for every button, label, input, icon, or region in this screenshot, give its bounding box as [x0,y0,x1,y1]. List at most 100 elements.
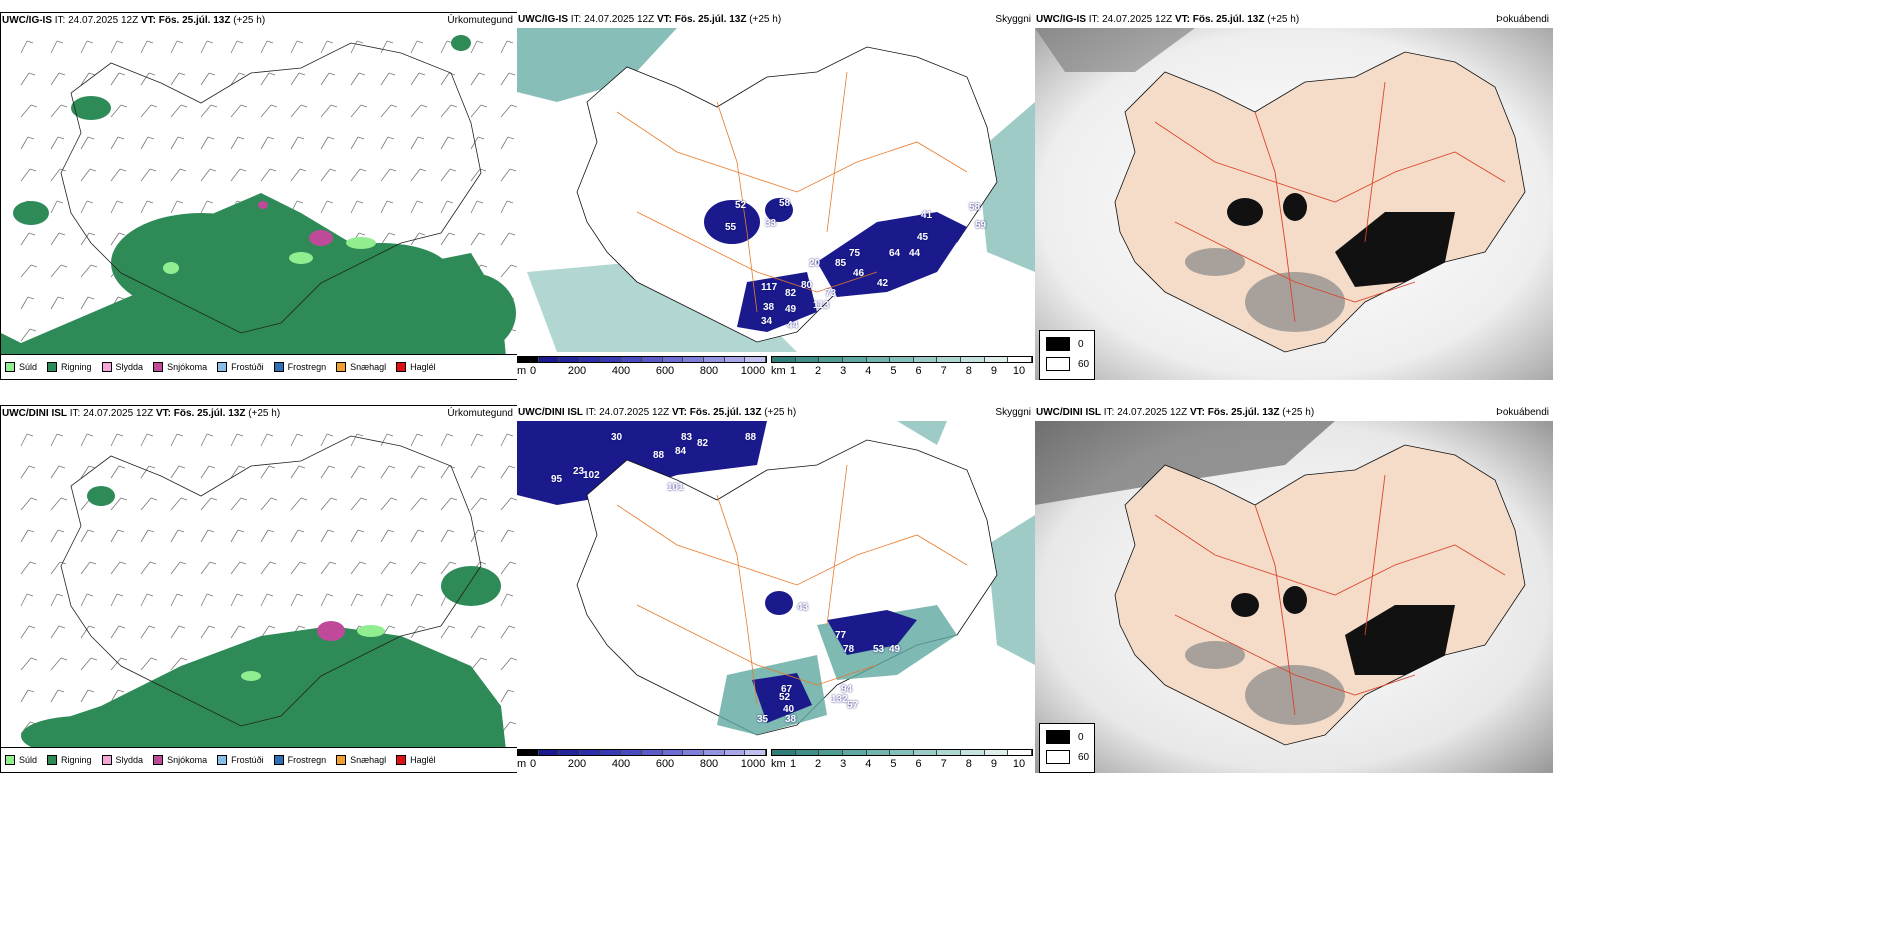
scale-colorbar [517,749,767,756]
legend-label: Snjókoma [167,755,208,765]
scale-tick-label: 7 [940,365,947,377]
panel-header: UWC/IG-IS IT: 24.07.2025 12Z VT: Fös. 25… [1,13,517,29]
precip-type-panel-top: UWC/IG-IS IT: 24.07.2025 12Z VT: Fös. 25… [0,12,518,380]
precip-map [1,35,517,357]
fog-map [1035,28,1553,380]
scale-tick-label: 3 [840,758,847,770]
scale-unit: m [517,365,527,377]
legend-label: Slydda [115,362,144,372]
scale-tick-label: 1 [789,365,797,377]
legend-label: Snæhagl [350,362,387,372]
scale-colorbar [771,356,1033,363]
precip-legend-item: Haglél [396,362,436,372]
scale-tick-label: 400 [611,365,631,377]
scale-tick-label: 8 [965,758,972,770]
legend-swatch [101,755,112,765]
precip-legend-item: Snjókoma [153,755,207,765]
fog-light-swatch [1046,750,1070,764]
visibility-value-label: 82 [697,438,709,449]
precip-legend-item: Slydda [101,755,144,765]
precip-legend-item: Haglél [396,755,436,765]
visibility-value-label: 23 [573,466,585,477]
precip-legend: Súld Rigning Slydda Snjókoma Frostúði Frostre… [1,354,517,379]
visibility-value-label: 38 [785,714,797,725]
visibility-value-label: 73 [825,288,837,299]
visibility-value-label: 30 [611,432,623,443]
legend-swatch [273,362,284,372]
scale-tick-label: 4 [865,758,872,770]
panel-title: Úrkomutegund [447,408,513,419]
legend-label: Rigning [61,362,92,372]
visibility-value-label: 80 [801,280,813,291]
visibility-value-label: 102 [583,470,600,481]
scale-unit: km [771,365,786,377]
precip-legend: Súld Rigning Slydda Snjókoma Frostúði Frostre… [1,747,517,772]
precip-legend-item: Frostúði [217,755,264,765]
panel-header: UWC/DINI ISL IT: 24.07.2025 12Z VT: Fös.… [517,405,1035,421]
scale-tick-label: 600 [655,365,675,377]
scale-tick-label: 8 [965,365,972,377]
precip-legend-item: Rigning [47,755,92,765]
fog-dark-swatch [1046,730,1070,744]
scale-tick-label: 600 [655,758,675,770]
visibility-value-label: 43 [797,602,809,613]
panel-header: UWC/IG-IS IT: 24.07.2025 12Z VT: Fös. 25… [517,12,1035,28]
precip-legend-item: Snæhagl [336,755,386,765]
visibility-scale-m: m 0 200 400 600 800 1000 [517,749,767,773]
scale-tick-label: 5 [890,758,897,770]
scale-tick-label: 10 [1012,365,1026,377]
precip-legend-item: Frostúði [217,362,264,372]
precip-legend-item: Slydda [101,362,144,372]
visibility-value-label: 58 [779,198,791,209]
visibility-value-label: 75 [849,248,861,259]
scale-tick-label: 1000 [740,758,766,770]
legend-swatch [47,755,58,765]
scale-tick-label: 9 [990,365,997,377]
visibility-value-label: 55 [725,222,737,233]
legend-swatch [153,755,164,765]
visibility-value-label: 40 [783,704,795,715]
scale-tick-label: 2 [815,758,822,770]
fog-panel-top: UWC/IG-IS IT: 24.07.2025 12Z VT: Fös. 25… [1035,12,1553,380]
visibility-value-label: 101 [667,482,684,493]
legend-label: Snæhagl [350,755,387,765]
legend-swatch [217,362,228,372]
legend-swatch [217,755,228,765]
scale-tick-label: 200 [567,758,587,770]
legend-label: Frostregn [287,755,327,765]
visibility-value-label: 52 [779,692,791,703]
visibility-panel-bottom: UWC/DINI ISL IT: 24.07.2025 12Z VT: Fös.… [517,405,1035,773]
scale-tick-label: 0 [529,365,537,377]
legend-swatch [5,362,15,372]
visibility-value-label: 44 [909,248,921,259]
precip-legend-item: Snæhagl [336,362,386,372]
panel-title: Úrkomutegund [447,15,513,26]
fog-legend: 0 60 [1039,330,1095,380]
fog-dark-swatch [1046,337,1070,351]
legend-label: Slydda [115,755,144,765]
visibility-value-label: 53 [873,644,885,655]
scale-tick-label: 4 [865,365,872,377]
visibility-panel-top: UWC/IG-IS IT: 24.07.2025 12Z VT: Fös. 25… [517,12,1035,380]
scale-tick-label: 800 [699,758,719,770]
visibility-value-label: 85 [835,258,847,269]
visibility-scale-km: km 1 2 3 4 5 6 7 8 9 10 [771,749,1033,773]
visibility-value-label: 82 [785,288,797,299]
visibility-scale-km: km 1 2 3 4 5 6 7 8 9 10 [771,356,1033,380]
legend-swatch [396,755,407,765]
precip-legend-item: Rigning [47,362,92,372]
panel-title: Þokuábendi [1496,407,1549,418]
visibility-value-label: 113 [813,300,830,311]
scale-colorbar [517,356,767,363]
visibility-value-label: 84 [675,446,687,457]
scale-tick-label: 3 [840,365,847,377]
precip-map [20,433,517,750]
visibility-value-label: 52 [735,200,747,211]
legend-swatch [336,755,347,765]
legend-label: Frostúði [231,362,264,372]
precip-legend-item: Frostregn [273,362,326,372]
visibility-value-label: 45 [917,232,929,243]
panel-title: Skyggni [995,407,1031,418]
fog-legend-light-label: 60 [1078,358,1090,370]
fog-legend-dark-label: 0 [1078,731,1084,743]
